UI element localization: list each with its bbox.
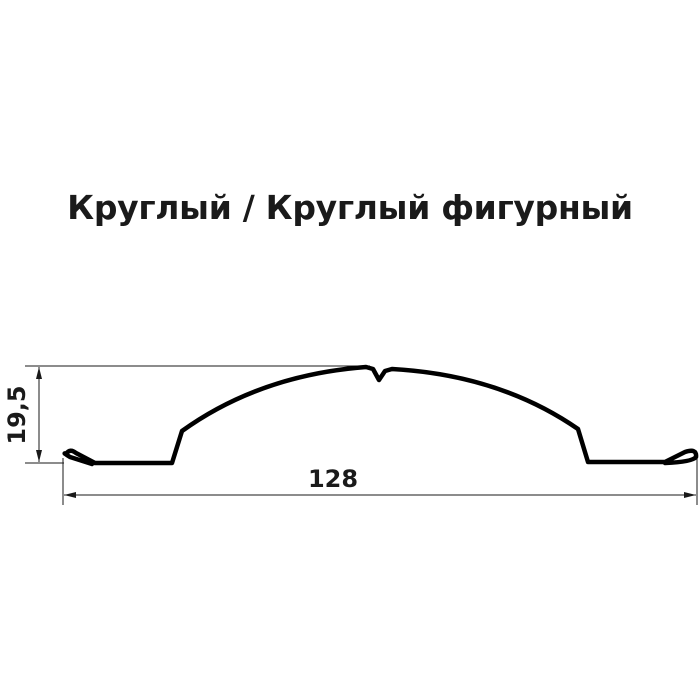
width-label: 128: [308, 465, 358, 493]
height-label: 19,5: [3, 385, 31, 444]
profile-shape: [62, 364, 699, 467]
diagram-title: Круглый / Круглый фигурный: [67, 188, 633, 227]
